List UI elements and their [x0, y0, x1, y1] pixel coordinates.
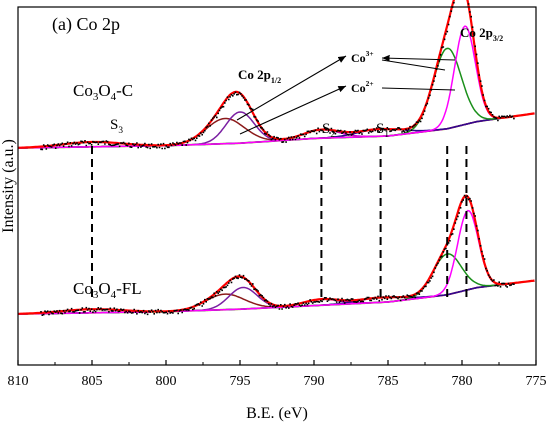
co2p12-label: Co 2p1/2 — [238, 67, 281, 85]
x-tick-label-5: 785 — [378, 374, 399, 389]
co3plus-label-main: Co — [351, 51, 366, 65]
s1-label-main: S — [376, 121, 384, 137]
sample-label-fl-co: Co — [73, 279, 93, 298]
co2p32-label-main: Co 2p — [460, 25, 493, 40]
x-axis: 810 805 800 795 790 785 780 775 — [8, 360, 547, 389]
sample-label-c-o: O — [98, 81, 110, 100]
sample-label-fl-sub2: 4 — [111, 289, 117, 301]
s2-label-sub: 2 — [330, 130, 335, 140]
sample-label-c-co: Co — [73, 81, 93, 100]
sample-label-fl-o: O — [98, 279, 110, 298]
sample-1 — [18, 194, 535, 316]
co2p12-label-main: Co 2p — [238, 67, 271, 82]
sample-label-c-tail: -C — [116, 81, 133, 100]
x-tick-label-7: 775 — [526, 374, 547, 389]
x-tick-label-6: 780 — [452, 374, 473, 389]
fit-component-5 — [18, 25, 535, 149]
co2plus-label: Co2+ — [351, 79, 374, 95]
plot-area — [17, 0, 535, 316]
fit-component-5 — [18, 209, 535, 315]
x-tick-label-0: 810 — [8, 374, 29, 389]
pointer-line-3 — [381, 87, 456, 91]
sample-label-c-sub2: 4 — [111, 91, 117, 103]
s2-label-main: S — [322, 121, 330, 137]
sample-0 — [17, 0, 535, 151]
x-axis-label: B.E. (eV) — [246, 405, 308, 422]
s3-label-sub: 3 — [118, 126, 123, 136]
sample-label-c: Co3O4-C — [73, 81, 133, 103]
panel-label: (a) Co 2p — [52, 14, 120, 35]
s3-label: S3 — [110, 117, 123, 136]
y-axis-label: Intensity (a.u.) — [0, 139, 17, 233]
sample-label-fl-tail: -FL — [116, 279, 142, 298]
sample-label-fl: Co3O4-FL — [73, 279, 142, 301]
s1-label-sub: 1 — [384, 130, 389, 140]
s3-label-main: S — [110, 117, 118, 133]
s2-label: S2 — [322, 121, 335, 140]
sample-label-c-sub1: 3 — [93, 91, 99, 103]
x-tick-label-2: 800 — [156, 374, 177, 389]
s1-label: S1 — [376, 121, 389, 140]
pointer-line-2 — [381, 59, 446, 71]
co2plus-label-sup: 2+ — [366, 79, 374, 88]
co3plus-label: Co3+ — [351, 49, 374, 65]
co2plus-label-main: Co — [351, 81, 366, 95]
x-tick-label-3: 795 — [230, 374, 251, 389]
x-tick-label-4: 790 — [304, 374, 325, 389]
sample-label-fl-sub1: 3 — [93, 289, 99, 301]
co2p12-label-sub: 1/2 — [271, 76, 281, 85]
pointer-line-1 — [239, 85, 347, 135]
pointer-line-co3-arrow — [381, 54, 456, 62]
co2p32-label: Co 2p3/2 — [460, 25, 503, 43]
x-tick-label-1: 805 — [82, 374, 103, 389]
co2p32-label-sub: 3/2 — [493, 34, 503, 43]
pointer-line-0 — [236, 55, 347, 121]
co3plus-label-sup: 3+ — [366, 49, 374, 58]
